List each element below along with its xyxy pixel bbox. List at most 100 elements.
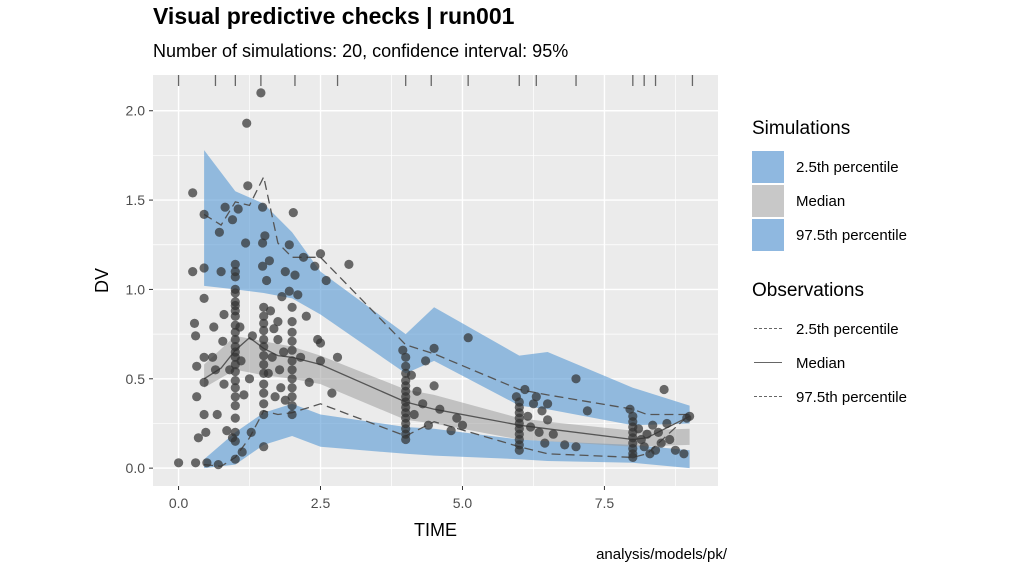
- data-point: [230, 401, 240, 411]
- y-tick-label: 1.5: [126, 192, 146, 208]
- data-point: [259, 359, 269, 370]
- data-point: [293, 290, 303, 300]
- legend-sim-upper: 97.5th percentile: [752, 218, 992, 252]
- data-point: [189, 318, 200, 328]
- data-point: [287, 392, 297, 402]
- data-point: [315, 338, 326, 348]
- data-point: [656, 438, 666, 448]
- data-point: [633, 424, 644, 434]
- data-point: [287, 409, 297, 420]
- data-point: [239, 390, 249, 400]
- data-point: [259, 334, 269, 345]
- data-point: [259, 409, 269, 420]
- data-point: [284, 286, 294, 296]
- data-point: [315, 249, 326, 259]
- y-tick-label: 2.0: [126, 103, 146, 119]
- data-point: [199, 352, 209, 362]
- legend-sim-median-label: Median: [796, 192, 846, 210]
- data-point: [236, 356, 246, 366]
- data-point: [642, 429, 652, 439]
- data-point: [670, 445, 681, 455]
- x-tick-label: 0.0: [169, 495, 189, 511]
- data-point: [193, 433, 203, 443]
- data-point: [662, 418, 672, 429]
- legend: Simulations 2.5th percentile Median 97.5…: [752, 118, 992, 414]
- data-point: [287, 383, 297, 393]
- obs-upper-percentile-line: [203, 174, 690, 416]
- data-point: [273, 334, 283, 345]
- data-point: [243, 181, 253, 191]
- y-tick-label: 0.0: [126, 460, 146, 476]
- data-point: [230, 436, 240, 446]
- legend-obs-lower-label: 2.5th percentile: [796, 320, 899, 338]
- data-point: [214, 227, 224, 237]
- legend-sim-upper-label: 97.5th percentile: [796, 226, 907, 244]
- data-point: [463, 333, 473, 343]
- data-point: [213, 460, 223, 470]
- data-point: [528, 399, 539, 409]
- data-point: [230, 383, 240, 393]
- legend-obs-lower-line: [754, 328, 782, 329]
- data-point: [270, 392, 280, 402]
- data-point: [332, 352, 343, 362]
- data-point: [269, 324, 279, 334]
- data-point: [304, 377, 314, 387]
- data-point: [230, 427, 240, 437]
- data-point: [208, 352, 218, 362]
- caption: analysis/models/pk/: [596, 546, 727, 563]
- data-point: [230, 413, 240, 423]
- data-point: [435, 404, 445, 414]
- data-point: [682, 413, 692, 423]
- data-point: [401, 352, 411, 362]
- legend-obs-upper: 97.5th percentile: [752, 380, 992, 414]
- data-point: [256, 88, 266, 98]
- data-point: [531, 392, 541, 402]
- legend-obs-lower: 2.5th percentile: [752, 312, 992, 346]
- data-point: [315, 356, 326, 366]
- data-point: [199, 377, 209, 387]
- data-point: [209, 322, 219, 332]
- data-point: [259, 379, 269, 389]
- data-point: [259, 302, 269, 312]
- data-point: [423, 420, 433, 430]
- data-point: [259, 325, 269, 336]
- data-point: [230, 288, 240, 298]
- data-point: [259, 342, 269, 352]
- legend-sim-lower: 2.5th percentile: [752, 150, 992, 184]
- data-point: [218, 336, 228, 346]
- data-point: [230, 311, 240, 321]
- data-point: [628, 452, 638, 462]
- data-point: [344, 259, 354, 269]
- data-point: [418, 399, 428, 409]
- data-point: [237, 447, 247, 457]
- data-point: [653, 427, 664, 437]
- data-point: [412, 386, 422, 396]
- data-point: [429, 343, 439, 353]
- data-point: [457, 420, 468, 430]
- simulation-bands: [204, 150, 690, 469]
- data-point: [301, 311, 311, 321]
- band-median: [204, 335, 690, 447]
- data-point: [279, 347, 289, 357]
- data-point: [230, 272, 240, 282]
- data-point: [287, 365, 297, 375]
- data-point: [534, 427, 544, 437]
- data-point: [202, 458, 212, 468]
- y-axis-label: DV: [92, 268, 112, 293]
- data-point: [258, 261, 268, 271]
- page-title: Visual predictive checks | run001: [153, 3, 515, 29]
- data-point: [665, 434, 675, 445]
- data-point: [298, 252, 309, 262]
- data-point: [259, 351, 269, 361]
- data-point: [192, 361, 202, 371]
- data-point: [259, 399, 269, 409]
- data-point: [287, 327, 297, 337]
- legend-obs-upper-label: 97.5th percentile: [796, 388, 907, 406]
- data-point: [258, 238, 268, 248]
- band-upper-percentile: [204, 150, 690, 426]
- data-point: [321, 275, 331, 286]
- data-point: [287, 345, 297, 355]
- y-tick-label: 1.0: [126, 281, 146, 297]
- data-point: [191, 458, 201, 468]
- obs-lower-percentile-line: [204, 403, 691, 467]
